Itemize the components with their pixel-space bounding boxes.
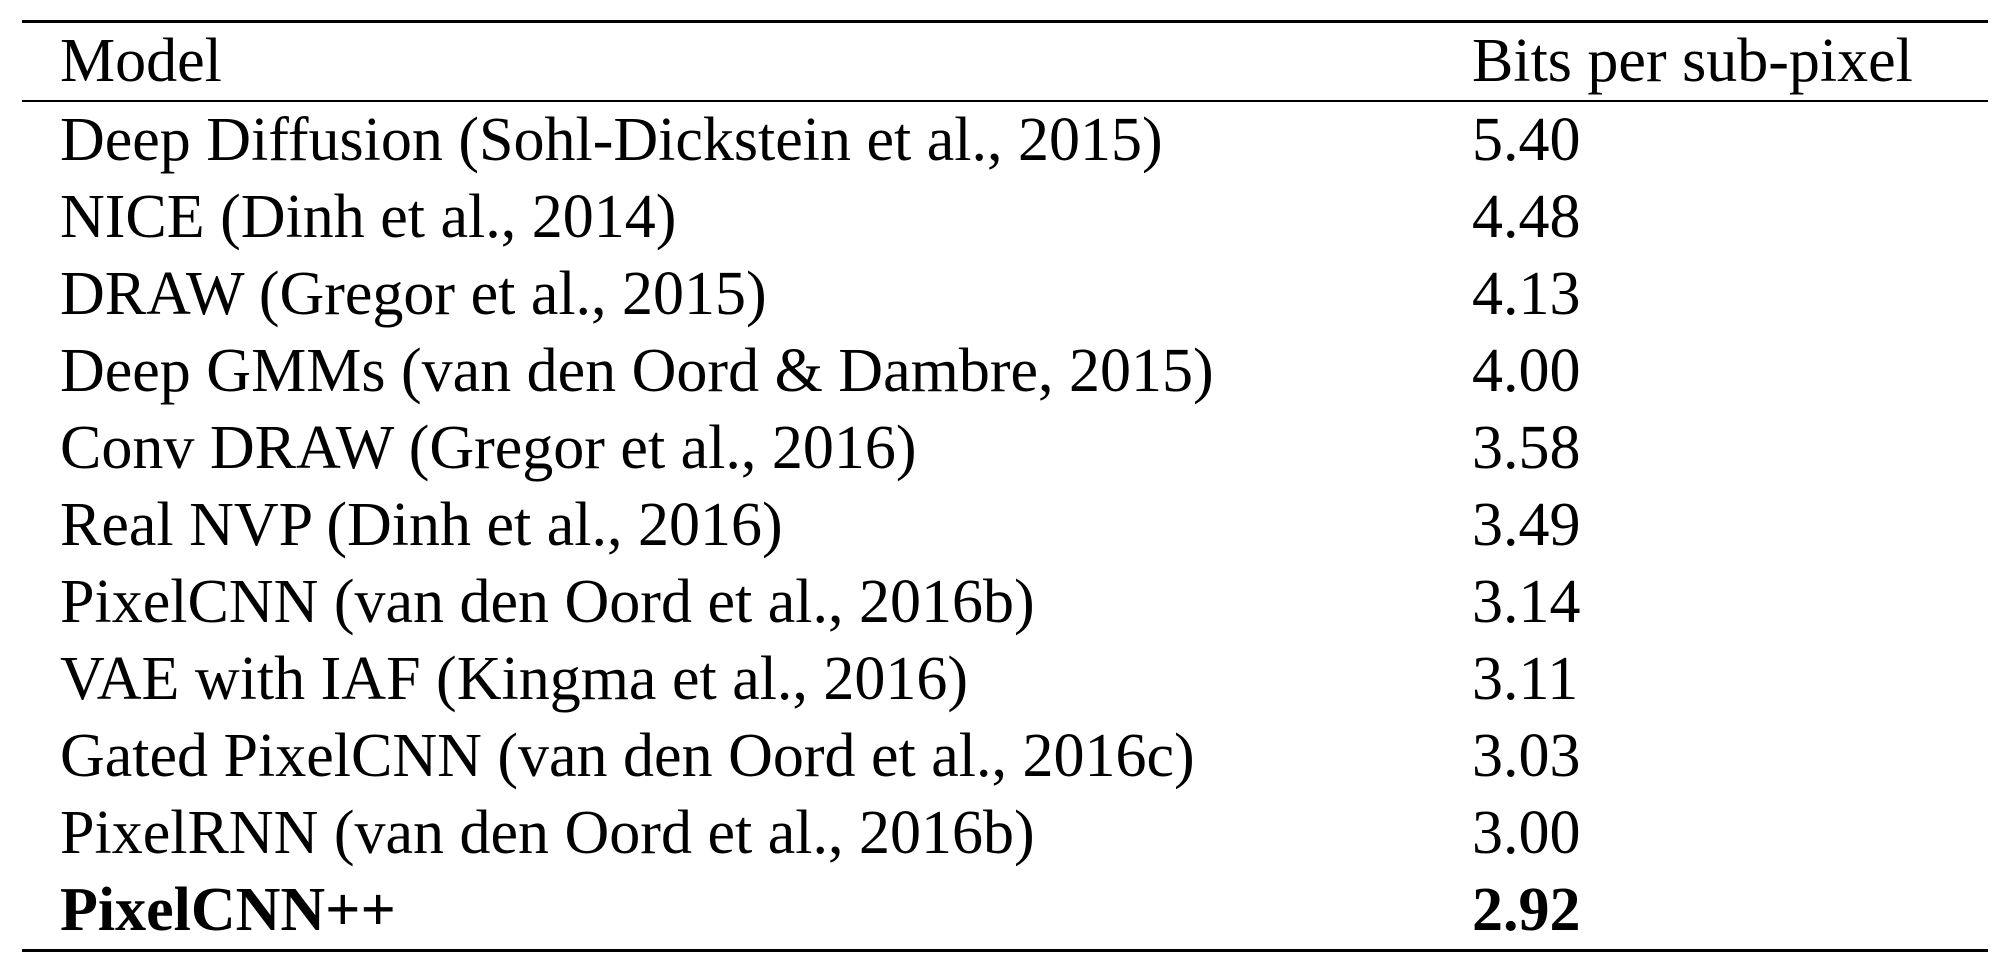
score-cell: 3.00 [1472, 799, 1581, 867]
table-row: Real NVP (Dinh et al., 2016) 3.49 [22, 487, 1988, 564]
table-row: NICE (Dinh et al., 2014) 4.48 [22, 179, 1988, 256]
score-cell: 3.58 [1472, 414, 1581, 482]
table-row: Gated PixelCNN (van den Oord et al., 201… [22, 718, 1988, 795]
table-row: PixelRNN (van den Oord et al., 2016b) 3.… [22, 795, 1988, 872]
model-cell: Gated PixelCNN (van den Oord et al., 201… [60, 722, 1195, 790]
model-cell: NICE (Dinh et al., 2014) [60, 183, 677, 251]
score-cell: 4.00 [1472, 337, 1581, 405]
table-row: Deep GMMs (van den Oord & Dambre, 2015) … [22, 333, 1988, 410]
model-cell: Real NVP (Dinh et al., 2016) [60, 491, 783, 559]
model-cell: Deep GMMs (van den Oord & Dambre, 2015) [60, 337, 1214, 405]
score-cell-highlighted: 2.92 [1472, 876, 1581, 944]
score-cell: 4.48 [1472, 183, 1581, 251]
model-cell: VAE with IAF (Kingma et al., 2016) [60, 645, 969, 713]
table-row: Conv DRAW (Gregor et al., 2016) 3.58 [22, 410, 1988, 487]
table-header-row: Model Bits per sub-pixel [22, 21, 1988, 101]
model-cell: DRAW (Gregor et al., 2015) [60, 260, 767, 328]
column-header-model: Model [60, 27, 222, 95]
results-table: Model Bits per sub-pixel Deep Diffusion … [22, 20, 1988, 952]
score-cell: 3.49 [1472, 491, 1581, 559]
model-cell: PixelRNN (van den Oord et al., 2016b) [60, 799, 1035, 867]
model-cell-highlighted: PixelCNN++ [60, 876, 396, 944]
table-row: DRAW (Gregor et al., 2015) 4.13 [22, 256, 1988, 333]
score-cell: 3.14 [1472, 568, 1581, 636]
table-row: VAE with IAF (Kingma et al., 2016) 3.11 [22, 641, 1988, 718]
table-row: PixelCNN (van den Oord et al., 2016b) 3.… [22, 564, 1988, 641]
score-cell: 4.13 [1472, 260, 1581, 328]
score-cell: 3.03 [1472, 722, 1581, 790]
column-header-bits-per-sub-pixel: Bits per sub-pixel [1472, 27, 1913, 95]
score-cell: 3.11 [1472, 645, 1579, 713]
model-cell: Deep Diffusion (Sohl-Dickstein et al., 2… [60, 106, 1163, 174]
model-cell: PixelCNN (van den Oord et al., 2016b) [60, 568, 1035, 636]
table-row: Deep Diffusion (Sohl-Dickstein et al., 2… [22, 101, 1988, 179]
table-row-highlighted: PixelCNN++ 2.92 [22, 872, 1988, 951]
score-cell: 5.40 [1472, 106, 1581, 174]
model-cell: Conv DRAW (Gregor et al., 2016) [60, 414, 917, 482]
